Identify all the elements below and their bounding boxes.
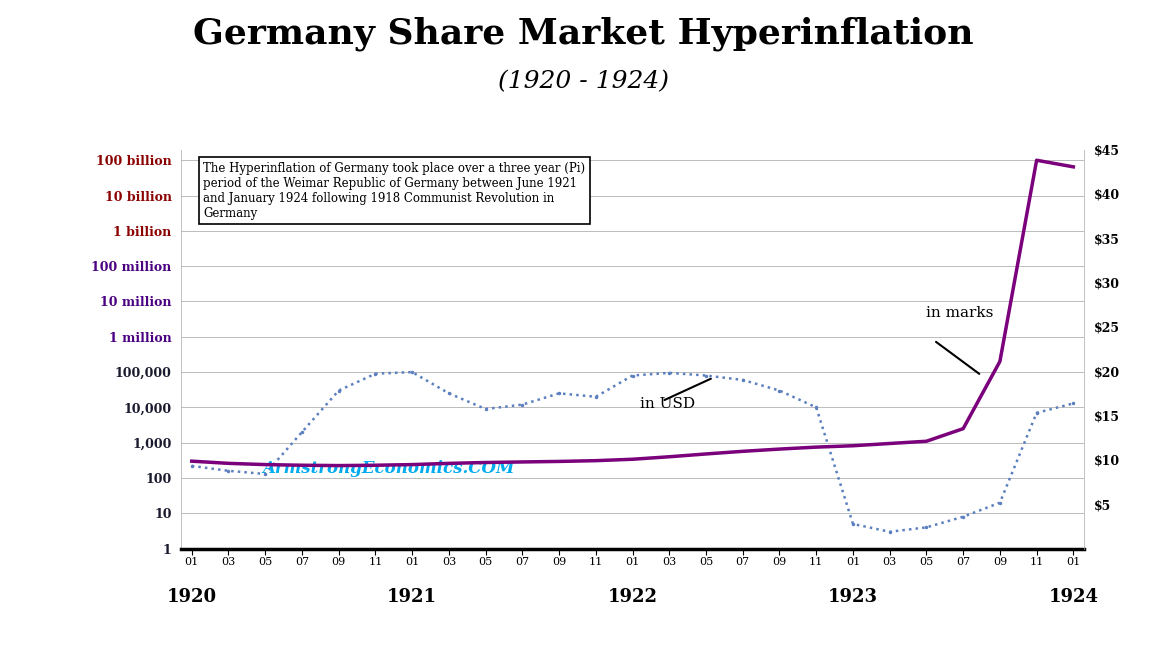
Text: 1921: 1921 [387, 587, 437, 606]
Text: in USD: in USD [640, 397, 695, 411]
Text: 1923: 1923 [828, 587, 878, 606]
Text: 1924: 1924 [1048, 587, 1098, 606]
Text: Germany Share Market Hyperinflation: Germany Share Market Hyperinflation [192, 17, 974, 51]
Text: 1922: 1922 [607, 587, 658, 606]
Text: ArmstrongEconomics.COM: ArmstrongEconomics.COM [262, 460, 514, 477]
Text: 1920: 1920 [167, 587, 217, 606]
Text: The Hyperinflation of Germany took place over a three year (Pi)
period of the We: The Hyperinflation of Germany took place… [203, 162, 585, 219]
Text: in marks: in marks [927, 306, 993, 320]
Text: (1920 - 1924): (1920 - 1924) [498, 70, 668, 93]
